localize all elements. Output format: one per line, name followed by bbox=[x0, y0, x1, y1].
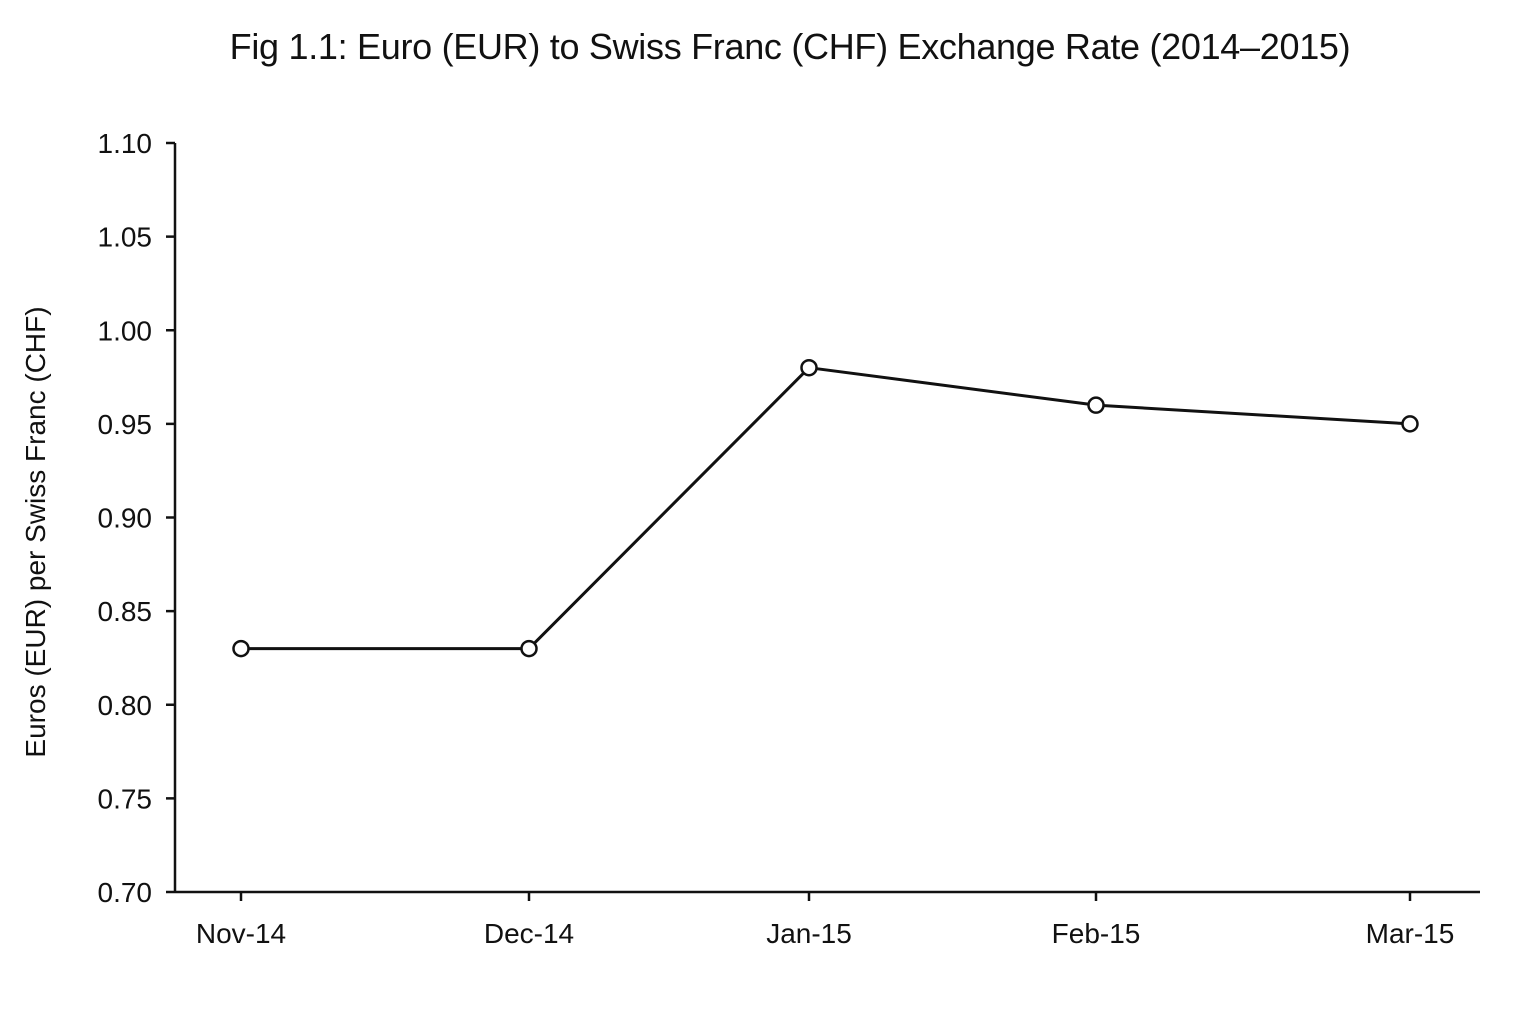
data-point bbox=[800, 358, 818, 377]
y-axis: 0.70 0.75 0.80 0.85 0.90 0.95 1.00 1.05 1.10 bbox=[98, 128, 177, 908]
data-point bbox=[520, 639, 538, 658]
x-tick-label: Dec-14 bbox=[484, 918, 574, 949]
data-point bbox=[1401, 415, 1419, 433]
y-tick-label: 0.75 bbox=[98, 783, 153, 814]
series-group bbox=[232, 358, 1419, 658]
y-tick-label: 0.90 bbox=[98, 503, 153, 534]
y-tick-label: 0.95 bbox=[98, 409, 153, 440]
y-tick-label: 0.85 bbox=[98, 596, 153, 627]
chart-title: Fig 1.1: Euro (EUR) to Swiss Franc (CHF)… bbox=[229, 26, 1351, 67]
x-axis: Nov-14 Dec-14 Jan-15 Feb-15 Mar-15 bbox=[175, 890, 1480, 949]
series-line bbox=[241, 366, 1411, 651]
x-tick-label: Feb-15 bbox=[1052, 918, 1141, 949]
x-tick-label: Mar-15 bbox=[1366, 918, 1455, 949]
x-tick-label: Jan-15 bbox=[766, 918, 852, 949]
y-tick-label: 1.05 bbox=[98, 222, 153, 253]
y-axis-title: Euros (EUR) per Swiss Franc (CHF) bbox=[20, 306, 51, 757]
data-point bbox=[1087, 396, 1105, 414]
x-tick-label: Nov-14 bbox=[196, 918, 286, 949]
y-tick-label: 1.00 bbox=[98, 315, 153, 346]
data-point bbox=[232, 639, 250, 658]
y-tick-label: 1.10 bbox=[98, 128, 153, 159]
y-tick-label: 0.70 bbox=[98, 877, 153, 908]
y-tick-label: 0.80 bbox=[98, 690, 153, 721]
